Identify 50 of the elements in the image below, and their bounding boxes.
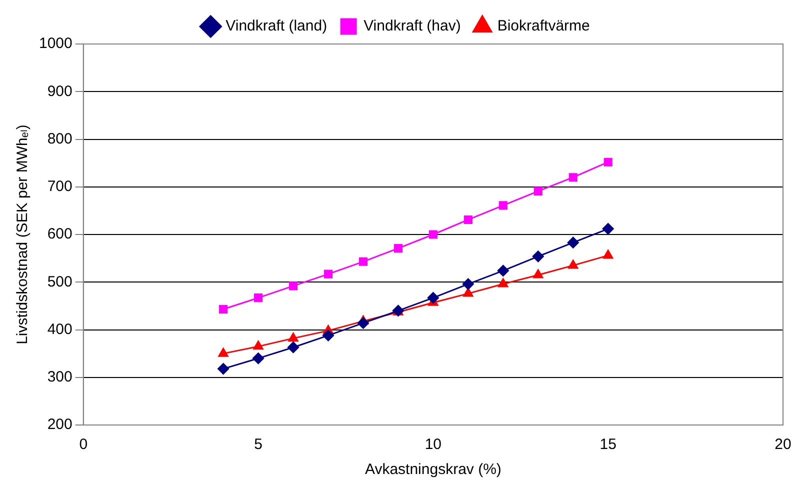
legend-label: Vindkraft (land) <box>226 18 328 35</box>
point <box>464 215 472 224</box>
point <box>218 348 228 357</box>
x-tick-label: 10 <box>424 436 442 454</box>
y-tick-label: 300 <box>47 368 72 386</box>
point <box>358 257 368 266</box>
point <box>288 342 300 354</box>
y-tick-label: 500 <box>47 273 72 290</box>
y-tick-label: 900 <box>47 82 72 100</box>
y-tick-label: 700 <box>47 178 72 196</box>
x-tick-label: 20 <box>774 436 792 454</box>
y-tick-label: 400 <box>47 320 72 338</box>
point <box>602 223 614 235</box>
y-tick-label: 800 <box>47 130 72 148</box>
point <box>567 236 579 248</box>
point <box>568 173 578 182</box>
point <box>288 282 298 290</box>
point <box>534 186 542 196</box>
point <box>322 330 334 342</box>
point <box>497 264 509 276</box>
point <box>568 260 578 269</box>
point <box>252 352 264 364</box>
point <box>604 158 612 166</box>
point <box>324 270 333 278</box>
point <box>254 294 263 302</box>
point <box>532 250 544 262</box>
point <box>603 250 614 259</box>
point <box>218 363 230 375</box>
point <box>463 288 474 297</box>
point <box>357 317 369 329</box>
point <box>394 244 402 253</box>
point <box>498 278 508 288</box>
point <box>253 340 264 350</box>
y-axis-title: Livstidskostnad (SEK per MWhₑₗ) <box>14 124 32 344</box>
y-tick-label: 600 <box>47 226 72 243</box>
y-tick-label: 1000 <box>38 35 72 52</box>
point <box>462 278 474 290</box>
point <box>427 292 439 304</box>
legend-label: Vindkraft (hav) <box>364 18 461 35</box>
x-tick-label: 15 <box>600 436 616 454</box>
y-tick-label: 200 <box>47 416 72 434</box>
point <box>533 269 544 278</box>
point <box>288 332 298 342</box>
point <box>428 230 438 239</box>
point <box>498 201 508 210</box>
point <box>219 304 228 314</box>
legend-label: Biokraftvärme <box>497 18 590 35</box>
x-axis-title: Avkastningskrav (%) <box>364 461 502 478</box>
x-tick-label: 0 <box>79 436 88 454</box>
x-tick-label: 5 <box>254 436 262 454</box>
